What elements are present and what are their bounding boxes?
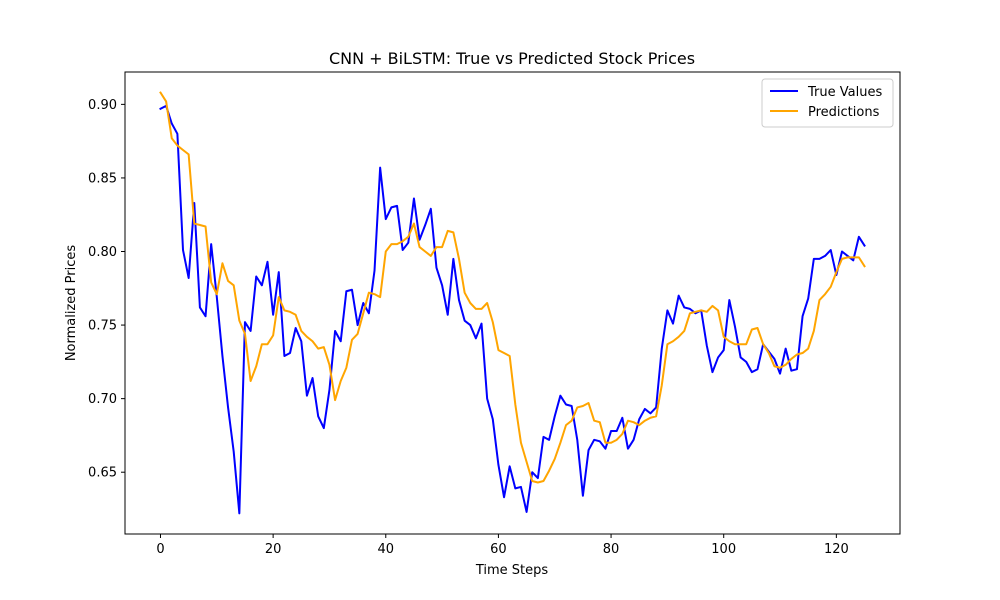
x-tick-label: 80 (603, 542, 620, 557)
series-line-true-values (159, 104, 866, 515)
legend-label-true-values: True Values (807, 85, 882, 100)
x-axis-title: Time Steps (475, 563, 549, 578)
y-tick-label: 0.80 (88, 245, 117, 260)
y-axis-title: Normalized Prices (64, 245, 79, 362)
y-tick-label: 0.65 (88, 466, 117, 481)
x-tick-label: 40 (378, 542, 395, 557)
x-tick-label: 120 (824, 542, 849, 557)
y-tick-label: 0.75 (88, 319, 117, 334)
x-tick-label: 100 (711, 542, 736, 557)
axes-layer: 0 20 40 60 80 100 120 0.65 0.70 0.75 0.80 0.85 0.90 (88, 71, 901, 557)
x-tick-label: 0 (156, 542, 164, 557)
legend: True Values Predictions (761, 78, 894, 128)
y-tick-label: 0.70 (88, 392, 117, 407)
plot-frame (124, 71, 901, 535)
chart-title: CNN + BiLSTM: True vs Predicted Stock Pr… (329, 49, 695, 68)
y-tick-label: 0.90 (88, 98, 117, 113)
y-tick-label: 0.85 (88, 171, 117, 186)
plot-layer (159, 91, 866, 515)
x-tick-label: 60 (490, 542, 507, 557)
x-tick-label: 20 (265, 542, 282, 557)
legend-label-predictions: Predictions (808, 105, 880, 120)
series-line-predictions (159, 91, 866, 484)
